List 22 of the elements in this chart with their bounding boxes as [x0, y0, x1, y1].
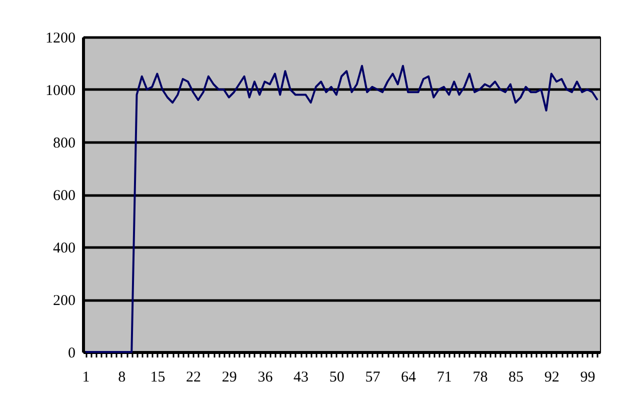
x-tick-label: 36: [258, 370, 274, 386]
y-tick-label: 1200: [46, 30, 76, 46]
x-tick-label: 29: [222, 370, 237, 386]
x-tick-label: 71: [436, 370, 452, 386]
x-tick-label: 85: [508, 370, 524, 386]
x-tick-label: 99: [580, 370, 596, 386]
x-tick-label: 78: [472, 370, 488, 386]
y-tick-label: 800: [53, 136, 76, 152]
y-tick-label: 0: [68, 346, 76, 362]
x-tick-label: 64: [401, 370, 417, 386]
x-tick-label: 92: [544, 370, 560, 386]
x-tick-label: 1: [82, 370, 90, 386]
x-tick-label: 22: [186, 370, 202, 386]
x-tick-label: 50: [329, 370, 344, 386]
x-tick-label: 15: [150, 370, 166, 386]
y-tick-label: 600: [53, 188, 76, 204]
y-tick-label: 1000: [46, 83, 76, 99]
x-tick-label: 43: [294, 370, 309, 386]
x-tick-label: 57: [365, 370, 381, 386]
y-tick-label: 400: [53, 240, 76, 256]
y-tick-label: 200: [53, 293, 76, 309]
x-tick-label: 8: [118, 370, 126, 386]
